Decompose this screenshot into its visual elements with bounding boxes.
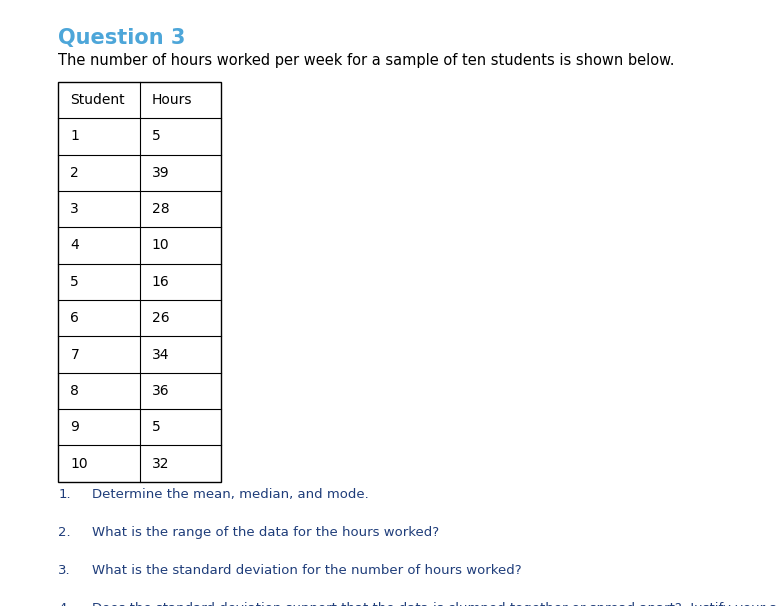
Text: 8: 8 — [71, 384, 79, 398]
Text: 26: 26 — [152, 311, 169, 325]
Text: 6: 6 — [71, 311, 79, 325]
Text: 5: 5 — [152, 420, 161, 435]
Text: What is the standard deviation for the number of hours worked?: What is the standard deviation for the n… — [92, 564, 521, 577]
Text: Student: Student — [71, 93, 125, 107]
Text: 16: 16 — [152, 275, 170, 289]
Text: Determine the mean, median, and mode.: Determine the mean, median, and mode. — [92, 488, 369, 501]
Text: 2: 2 — [71, 165, 79, 180]
Text: 34: 34 — [152, 347, 169, 362]
Text: 4: 4 — [71, 238, 79, 253]
Text: 36: 36 — [152, 384, 169, 398]
Text: 1.: 1. — [58, 488, 71, 501]
Text: 10: 10 — [152, 238, 169, 253]
Text: 39: 39 — [152, 165, 169, 180]
Text: 2.: 2. — [58, 526, 71, 539]
Text: 3.: 3. — [58, 564, 71, 577]
Text: Does the standard deviation support that the data is clumped together or spread : Does the standard deviation support that… — [92, 602, 776, 606]
Text: Hours: Hours — [152, 93, 192, 107]
Text: 10: 10 — [71, 456, 88, 471]
Text: The number of hours worked per week for a sample of ten students is shown below.: The number of hours worked per week for … — [58, 53, 674, 68]
Text: 5: 5 — [71, 275, 79, 289]
Text: 28: 28 — [152, 202, 169, 216]
Text: What is the range of the data for the hours worked?: What is the range of the data for the ho… — [92, 526, 438, 539]
Text: 3: 3 — [71, 202, 79, 216]
Text: 9: 9 — [71, 420, 79, 435]
Text: 1: 1 — [71, 129, 79, 144]
Text: 5: 5 — [152, 129, 161, 144]
Text: 32: 32 — [152, 456, 169, 471]
Text: 7: 7 — [71, 347, 79, 362]
Text: 4.: 4. — [58, 602, 71, 606]
Text: Question 3: Question 3 — [58, 28, 185, 48]
